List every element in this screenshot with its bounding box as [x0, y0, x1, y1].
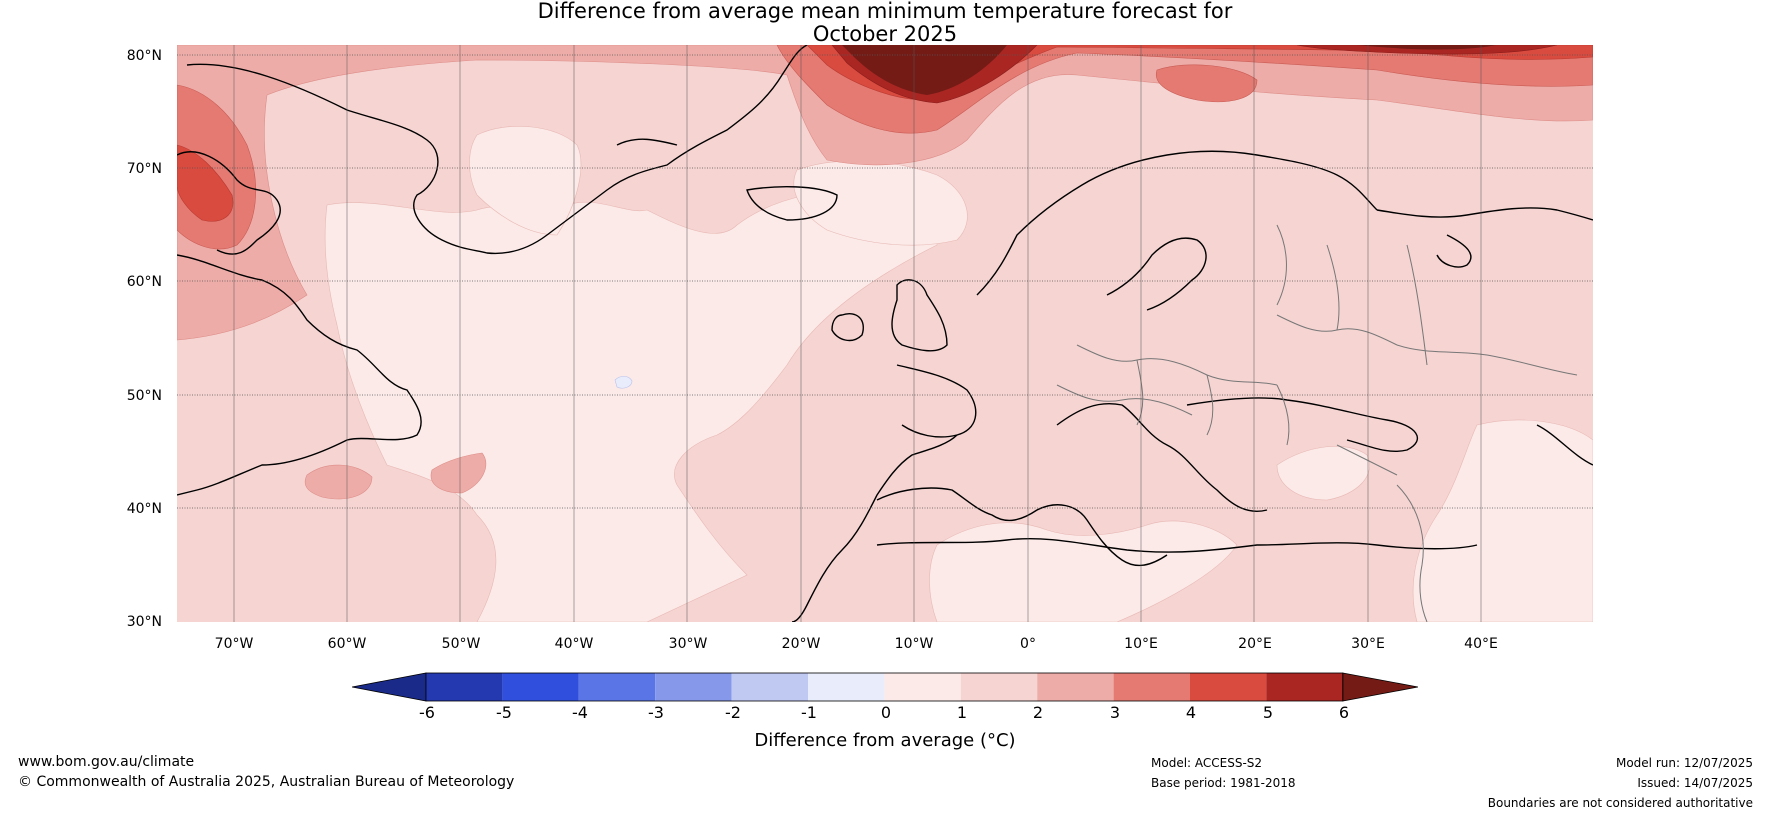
lon-label-70w: 70°W [214, 636, 254, 652]
lat-label-40n: 40°N [126, 501, 162, 517]
colorbar-tick-neg5: -5 [496, 703, 512, 722]
lon-label-40e: 40°E [1464, 636, 1498, 652]
colorbar-bin-0-1 [884, 673, 961, 701]
colorbar-bin-neg6-neg5 [426, 673, 503, 701]
footer-issued: Issued: 14/07/2025 [1637, 776, 1753, 790]
colorbar-tick-0: 0 [880, 703, 892, 722]
lon-label-20w: 20°W [781, 636, 821, 652]
colorbar-bin-neg1-0 [808, 673, 885, 701]
footer-model-run: Model run: 12/07/2025 [1615, 756, 1753, 770]
title-line-2: October 2025 [812, 22, 958, 46]
colorbar-tick-neg3: -3 [648, 703, 664, 722]
colorbar-bin-3-4 [1113, 673, 1190, 701]
title-line-1: Difference from average mean minimum tem… [537, 0, 1233, 23]
lon-label-0: 0° [1020, 636, 1036, 652]
colorbar-tick-neg6: -6 [419, 703, 435, 722]
colorbar-tick-6: 6 [1338, 703, 1350, 722]
colorbar-tick-4: 4 [1185, 703, 1197, 722]
colorbar-bin-1-2 [960, 673, 1038, 701]
lon-label-10w: 10°W [894, 636, 934, 652]
anomaly-region-0-to-1-east [1412, 419, 1593, 622]
colorbar-bin-neg3-neg2 [655, 673, 732, 701]
anomaly-region-0-to-1-greenland-sea [469, 126, 582, 236]
colorbar-tick-3: 3 [1109, 703, 1121, 722]
anomaly-region-negative-spot [614, 376, 633, 389]
colorbar-tick-1: 1 [956, 703, 968, 722]
colorbar-label: Difference from average (°C) [754, 730, 1016, 751]
temperature-anomaly-map [177, 45, 1593, 622]
lon-label-60w: 60°W [327, 636, 367, 652]
lon-label-30w: 30°W [668, 636, 708, 652]
footer-copyright: © Commonwealth of Australia 2025, Austra… [18, 774, 515, 790]
anomaly-region-5-to-6 [831, 45, 1558, 104]
lon-label-20e: 20°E [1238, 636, 1272, 652]
lon-label-50w: 50°W [441, 636, 481, 652]
anomaly-region-0-to-1-atlantic [324, 190, 938, 622]
map-title: Difference from average mean minimum tem… [0, 0, 1770, 46]
colorbar [351, 672, 1419, 706]
colorbar-tick-neg2: -2 [725, 703, 741, 722]
colorbar-arrow-high [1342, 672, 1419, 702]
footer-disclaimer: Boundaries are not considered authoritat… [1487, 796, 1753, 810]
anomaly-region-0-to-1-balkans [1276, 446, 1370, 501]
colorbar-tick-neg4: -4 [572, 703, 588, 722]
anomaly-region-above-6 [842, 45, 1497, 95]
colorbar-bin-neg5-neg4 [502, 673, 579, 701]
colorbar-bin-5-6 [1266, 673, 1343, 701]
lon-label-40w: 40°W [554, 636, 594, 652]
colorbar-bin-neg2-neg1 [731, 673, 808, 701]
anomaly-region-2-to-3-mid [430, 452, 487, 494]
lat-label-60n: 60°N [126, 274, 162, 290]
footer-url: www.bom.gov.au/climate [18, 754, 195, 770]
lat-label-50n: 50°N [126, 388, 162, 404]
colorbar-tick-neg1: -1 [801, 703, 817, 722]
colorbar-tick-2: 2 [1032, 703, 1044, 722]
footer-model: Model: ACCESS-S2 [1151, 756, 1263, 770]
anomaly-region-4-to-5-west [177, 144, 234, 222]
colorbar-bin-neg4-neg3 [578, 673, 656, 701]
lat-label-70n: 70°N [126, 161, 162, 177]
colorbar-bin-2-3 [1037, 673, 1114, 701]
lat-label-30n: 30°N [126, 614, 162, 630]
anomaly-region-2-to-3-sw [304, 464, 373, 500]
coastlines [177, 45, 1593, 622]
lat-label-80n: 80°N [126, 48, 162, 64]
lon-label-10e: 10°E [1124, 636, 1158, 652]
graticule [177, 45, 1593, 622]
anomaly-region-3-to-4-svalbard [1155, 64, 1258, 103]
lon-label-30e: 30°E [1351, 636, 1385, 652]
anomaly-region-0-to-1-mediterranean [929, 520, 1238, 622]
colorbar-bin-4-5 [1190, 673, 1267, 701]
colorbar-arrow-low [351, 672, 427, 702]
colorbar-tick-5: 5 [1262, 703, 1274, 722]
country-borders [1056, 224, 1578, 622]
footer-base-period: Base period: 1981-2018 [1151, 776, 1296, 790]
